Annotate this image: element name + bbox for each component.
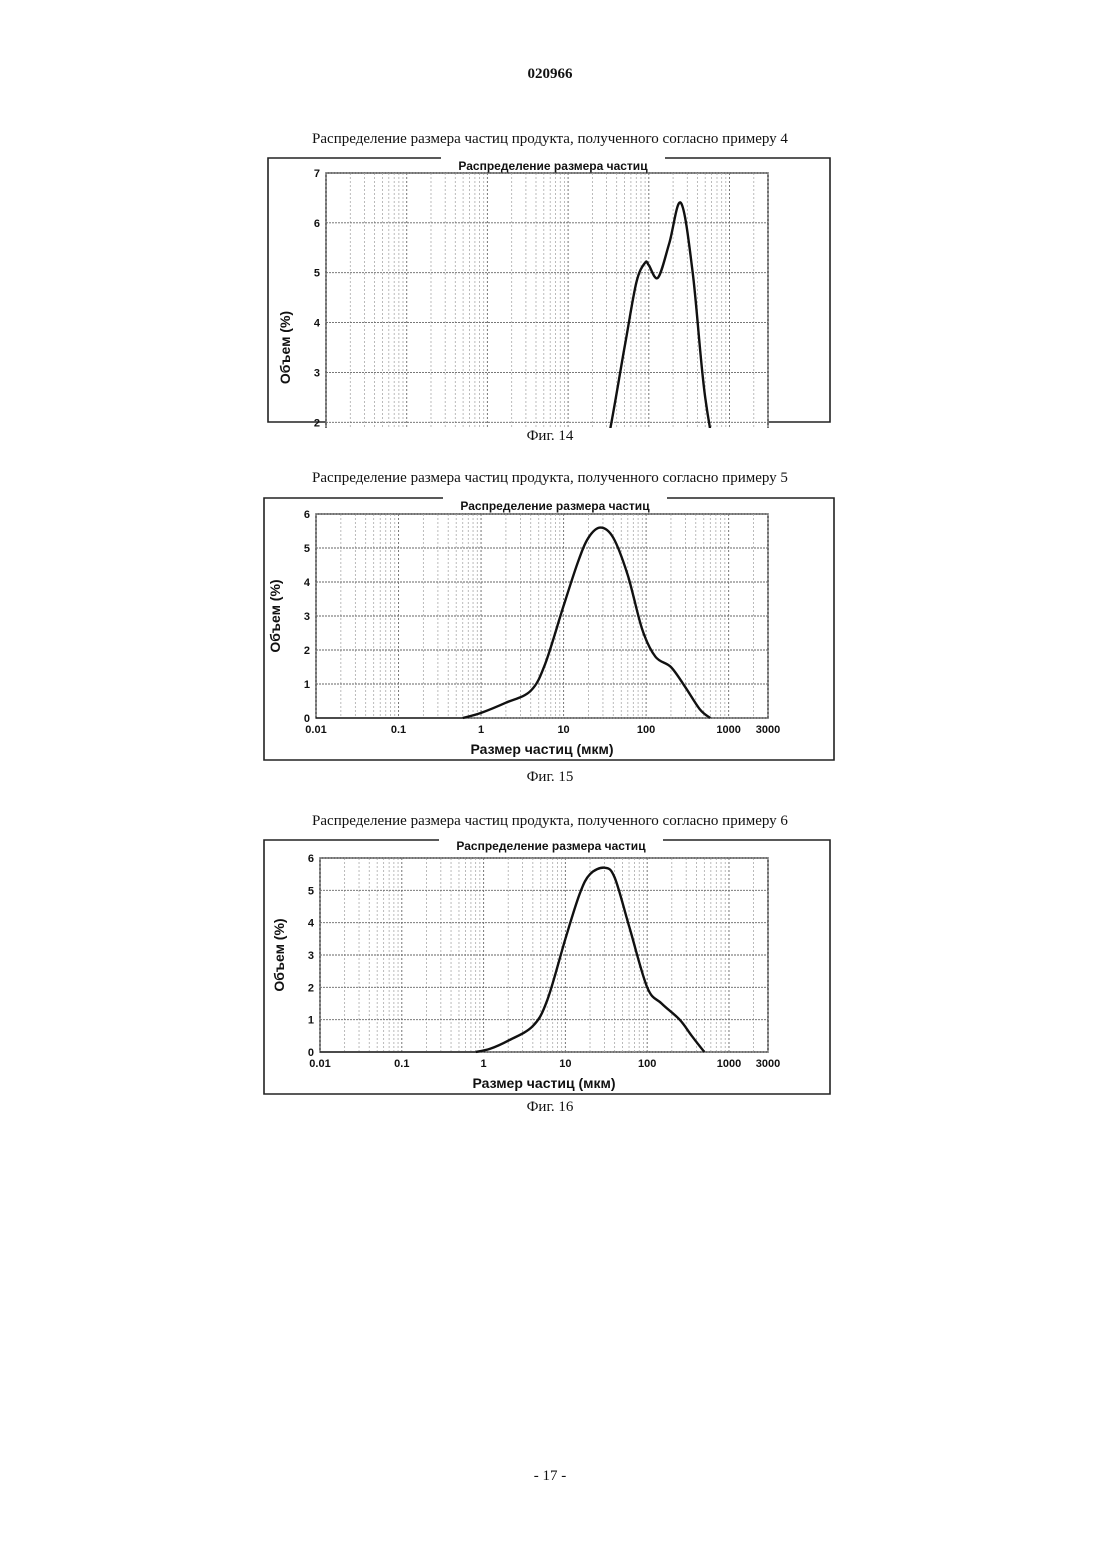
chart-title: Распределение размера частиц [458,159,648,173]
y-tick-label: 7 [314,168,320,180]
y-tick-label: 3 [308,950,314,962]
x-tick-label: 0.01 [305,724,326,736]
y-axis-label: Объем (%) [277,311,293,384]
x-tick-label: 3000 [756,1058,780,1070]
chart-title: Распределение размера частиц [460,499,650,513]
y-tick-labels: 01234567 [314,168,321,428]
x-tick-label: 3000 [756,724,780,736]
y-axis-label: Объем (%) [267,579,283,652]
x-tick-label: 0.01 [309,1058,330,1070]
document-number: 020966 [0,66,1100,83]
y-tick-label: 5 [314,268,320,280]
plot-area [326,173,768,428]
x-tick-label: 0.1 [394,1058,409,1070]
y-axis-label: Объем (%) [271,918,287,991]
y-tick-label: 3 [304,611,310,623]
y-tick-label: 6 [304,509,310,521]
x-tick-label: 10 [557,724,569,736]
x-tick-label: 100 [637,724,655,736]
x-axis-label: Размер частиц (мкм) [470,741,613,757]
page-number-footer: - 17 - [0,1468,1100,1485]
chart-figure-14: Распределение размера частиц012345670.01… [0,150,1100,428]
figure-label-16: Фиг. 16 [0,1099,1100,1116]
y-tick-label: 4 [304,577,311,589]
x-tick-label: 1000 [717,1058,741,1070]
x-tick-label: 1000 [716,724,740,736]
chart-figure-15: Распределение размера частиц01234560.010… [0,492,1100,767]
y-tick-label: 1 [308,1015,314,1027]
y-tick-label: 6 [314,218,320,230]
x-tick-label: 0.1 [391,724,406,736]
y-tick-label: 4 [308,918,315,930]
figure-caption-14: Распределение размера частиц продукта, п… [0,131,1100,148]
y-tick-label: 6 [308,853,314,865]
figure-label-15: Фиг. 15 [0,769,1100,786]
x-tick-label: 100 [638,1058,656,1070]
x-tick-label: 1 [481,1058,487,1070]
figure-label-14: Фиг. 14 [0,428,1100,445]
chart-title: Распределение размера частиц [456,839,646,853]
y-tick-label: 3 [314,367,320,379]
y-tick-label: 4 [314,318,321,330]
y-tick-labels: 0123456 [304,509,311,725]
x-axis-label: Размер частиц (мкм) [472,1075,615,1091]
y-tick-label: 5 [304,543,310,555]
y-tick-label: 2 [314,417,320,428]
figure-caption-16: Распределение размера частиц продукта, п… [0,813,1100,830]
y-tick-label: 1 [304,679,310,691]
x-tick-labels: 0.01 0.1 1 10 100 1000 3000 [309,1058,780,1070]
chart-figure-16: Распределение размера частиц01234560.010… [0,834,1100,1099]
figure-caption-15: Распределение размера частиц продукта, п… [0,470,1100,487]
y-tick-labels: 0123456 [308,853,315,1059]
x-tick-label: 10 [559,1058,571,1070]
y-tick-label: 5 [308,885,314,897]
x-tick-labels: 0.01 0.1 1 10 100 1000 3000 [305,724,780,736]
y-tick-label: 2 [304,645,310,657]
x-tick-label: 1 [478,724,484,736]
y-tick-label: 2 [308,982,314,994]
